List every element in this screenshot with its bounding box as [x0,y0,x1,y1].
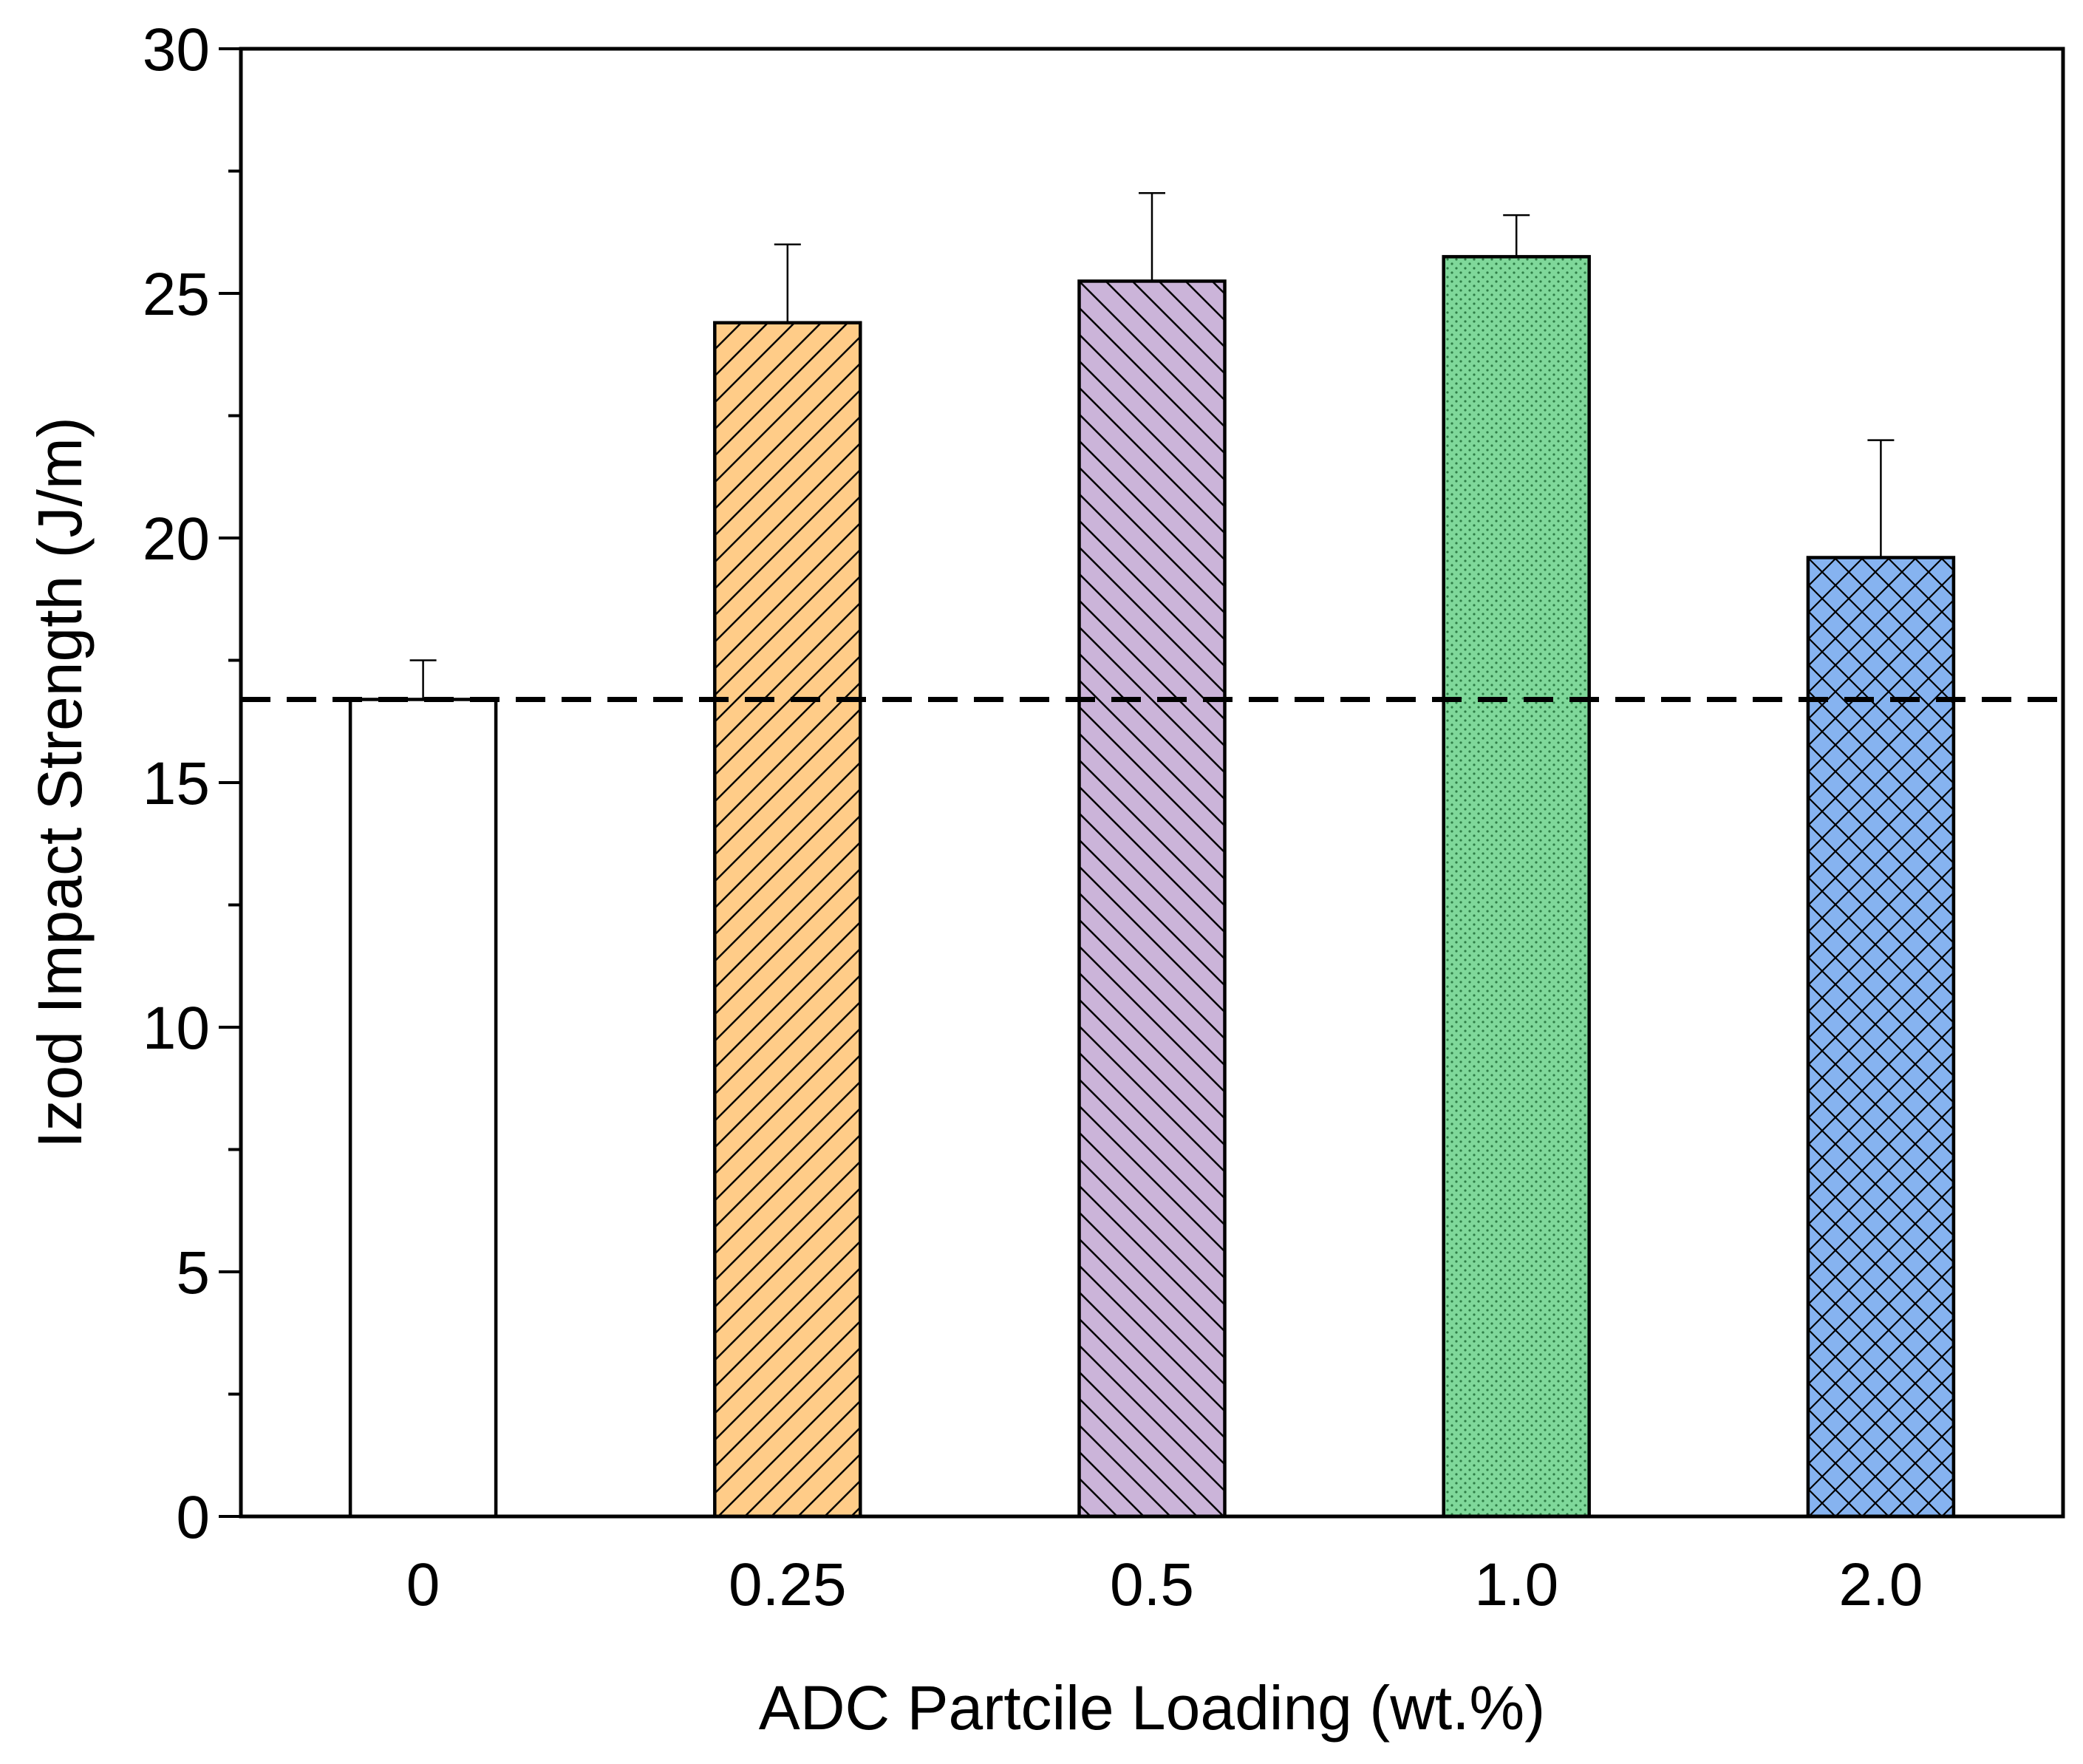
bar-fill [350,699,497,1517]
x-axis-tick-labels: 0 0.25 0.5 1.0 2.0 [406,1551,1923,1618]
y-tick-label: 20 [143,505,210,573]
y-tick-label: 15 [143,750,210,817]
bar-pattern [1807,557,1954,1516]
bar-pattern [1079,281,1225,1517]
y-axis-title: Izod Impact Strength (J/m) [25,417,95,1148]
x-tick-label: 1.0 [1474,1551,1558,1618]
x-tick-label: 0 [406,1551,440,1618]
x-tick-label: 0.5 [1110,1551,1194,1618]
plot-frame [239,47,2065,1519]
bars [348,192,1956,1519]
x-tick-label: 2.0 [1838,1551,1923,1618]
y-axis-ticks [219,47,241,1518]
y-tick-label: 5 [176,1239,210,1307]
y-tick-label: 0 [176,1484,210,1551]
x-axis-title: ADC Partcile Loading (wt.%) [759,1673,1545,1743]
bar-pattern [715,322,861,1517]
x-tick-label: 0.25 [729,1551,847,1618]
y-tick-label: 10 [143,995,210,1062]
bar-pattern [1443,256,1589,1517]
y-tick-label: 30 [143,16,210,84]
y-tick-label: 25 [143,261,210,328]
y-axis-tick-labels: 0 5 10 15 20 25 30 [143,16,210,1551]
